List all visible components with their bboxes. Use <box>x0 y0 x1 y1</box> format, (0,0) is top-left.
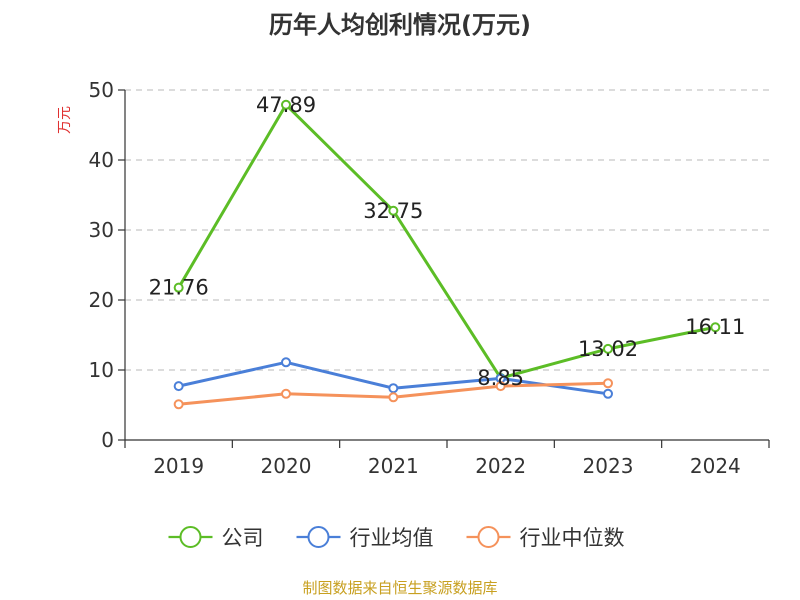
chart-title: 历年人均创利情况(万元) <box>269 11 531 39</box>
data-point <box>388 205 399 216</box>
y-tick-label: 30 <box>89 218 114 242</box>
x-tick-label: 2021 <box>368 454 419 478</box>
legend-item[interactable]: 行业均值 <box>296 526 434 550</box>
data-point <box>603 378 613 389</box>
series-line <box>177 103 716 380</box>
data-labels: 21.76 47.89 32.75 8.85 13.02 16.11 <box>149 93 746 390</box>
axes: 0 10 20 30 40 50 2019 2020 2021 2022 2023 2024 <box>89 78 770 478</box>
x-tick-label: 2019 <box>153 454 204 478</box>
data-label: 21.76 <box>149 276 209 300</box>
y-tick-label: 10 <box>89 358 114 382</box>
data-label: 13.02 <box>578 337 638 361</box>
grid-lines <box>125 89 769 371</box>
data-point <box>388 392 399 403</box>
legend-label: 行业中位数 <box>520 526 625 550</box>
data-point <box>173 381 184 392</box>
data-point <box>710 322 721 333</box>
data-point <box>281 357 291 368</box>
data-point <box>495 381 506 392</box>
series-lines <box>173 99 721 410</box>
data-point <box>388 383 399 394</box>
y-tick-label: 20 <box>89 288 114 312</box>
legend-label: 行业均值 <box>350 526 434 550</box>
x-tick-label: 2022 <box>475 454 526 478</box>
data-label: 8.85 <box>477 366 524 390</box>
legend-item[interactable]: 行业中位数 <box>466 526 625 550</box>
source-note: 制图数据来自恒生聚源数据库 <box>302 579 497 597</box>
data-point <box>603 343 613 354</box>
x-tick-label: 2020 <box>261 454 312 478</box>
data-point <box>281 388 291 399</box>
y-tick-label: 50 <box>89 78 114 102</box>
x-tick-label: 2024 <box>690 454 741 478</box>
data-label: 16.11 <box>685 315 745 339</box>
legend-marker <box>307 526 330 548</box>
data-label: 32.75 <box>363 199 423 223</box>
legend[interactable]: 公司 行业均值 行业中位数 <box>168 526 625 550</box>
x-tick-label: 2023 <box>583 454 634 478</box>
legend-marker <box>477 526 500 548</box>
legend-marker <box>179 526 202 548</box>
data-point <box>281 99 291 110</box>
y-tick-label: 40 <box>89 148 114 172</box>
data-label: 47.89 <box>256 93 316 117</box>
legend-label: 公司 <box>222 526 264 550</box>
data-point <box>173 399 184 410</box>
data-point <box>603 388 613 399</box>
y-tick-label: 0 <box>101 428 114 452</box>
y-axis-label: 万元 <box>57 106 73 134</box>
data-point <box>173 282 184 293</box>
legend-item[interactable]: 公司 <box>168 526 264 550</box>
